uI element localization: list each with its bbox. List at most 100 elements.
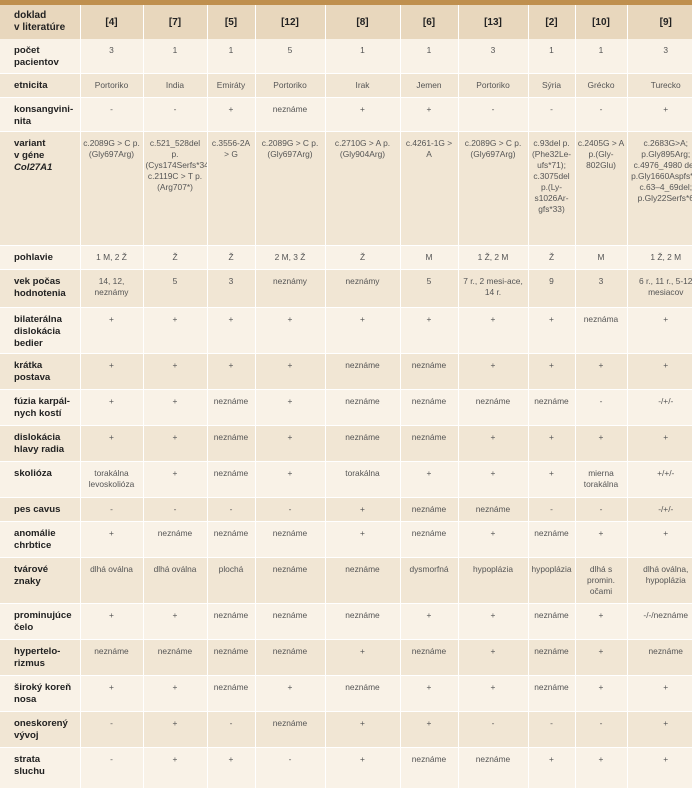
data-cell: Jemen <box>399 73 458 98</box>
data-cell: Portoriko <box>254 73 325 98</box>
row-label-cell: tvárové znaky <box>0 557 80 604</box>
data-cell: - <box>254 497 325 522</box>
header-ref-cell: [10] <box>574 5 627 39</box>
data-cell: + <box>626 97 692 132</box>
data-cell: + <box>206 353 255 390</box>
data-cell: + <box>574 425 627 462</box>
row-label-line: čelo <box>14 621 34 633</box>
data-cell: + <box>324 307 400 354</box>
data-cell: Sýria <box>527 73 575 98</box>
data-cell: - <box>457 711 528 748</box>
data-cell: + <box>142 603 207 640</box>
row-label-cell: počet pacientov <box>0 39 80 74</box>
row-label-line: nosa <box>14 693 37 705</box>
data-cell: 1 <box>324 39 400 74</box>
header-ref-cell: [7] <box>142 5 207 39</box>
data-cell: + <box>626 711 692 748</box>
row-label-line: dislokácia <box>14 325 61 337</box>
data-cell: + <box>457 603 528 640</box>
data-cell: neznáme <box>399 353 458 390</box>
table-row: etnicita Portoriko India Emiráty Portoriko Ir… <box>0 73 692 98</box>
data-cell: plochá <box>206 557 255 604</box>
data-cell: + <box>626 521 692 558</box>
header-ref-cell: [8] <box>324 5 400 39</box>
header-ref-cell: [6] <box>399 5 458 39</box>
row-label-cell: strata sluchu <box>0 747 80 789</box>
header-ref-cell: [12] <box>254 5 325 39</box>
row-label-cell: oneskorený vývoj <box>0 711 80 748</box>
table-row: strata sluchu - + + - + neznáme neznáme + + + <box>0 747 692 789</box>
data-cell: neznáme <box>399 497 458 522</box>
data-cell: + <box>527 747 575 789</box>
data-cell: - <box>527 97 575 132</box>
data-cell: c.2683G>A; p.Gly895Arg; c.4976_4980 del;… <box>626 131 692 246</box>
data-cell: neznáme <box>527 675 575 712</box>
row-label-line: dislokácia <box>14 431 61 443</box>
data-cell: + <box>626 353 692 390</box>
data-cell: + <box>79 675 143 712</box>
row-label-line: bilaterálna <box>14 313 62 325</box>
table-row: anomálie chrbtice + neznáme neznáme neznáme + n… <box>0 521 692 558</box>
data-cell: Ž <box>324 245 400 270</box>
header-ref-cell: [13] <box>457 5 528 39</box>
data-cell: + <box>527 461 575 498</box>
data-cell: + <box>574 603 627 640</box>
table-row: skolióza torakálna levoskolióza + neznáme + t… <box>0 461 692 498</box>
data-cell: neznáme <box>626 639 692 676</box>
data-cell: - <box>527 711 575 748</box>
data-cell: neznáme <box>254 603 325 640</box>
data-cell: torakálna levoskolióza <box>79 461 143 498</box>
row-label-line: počet <box>14 45 40 56</box>
data-cell: + <box>142 461 207 498</box>
data-cell: - <box>574 497 627 522</box>
data-cell: c.4261-1G > A <box>399 131 458 246</box>
row-label-line: konsangvini- <box>14 103 74 115</box>
data-cell: 14, 12, neznámy <box>79 269 143 308</box>
data-cell: 1 <box>206 39 255 74</box>
row-label-cell: konsangvini-nita <box>0 97 80 132</box>
row-label-line: strata <box>14 753 41 765</box>
data-cell: neznáme <box>206 639 255 676</box>
data-cell: neznáma <box>574 307 627 354</box>
header-row: doklad v literatúre [4] [7] [5] [12] [8] [6][… <box>0 5 692 39</box>
row-label-line: hlavy radia <box>14 443 65 455</box>
data-cell: + <box>626 747 692 789</box>
data-cell: dlhá oválna, hypoplázia <box>626 557 692 604</box>
data-cell: Portoriko <box>79 73 143 98</box>
row-label-line: znaky <box>14 575 41 587</box>
table-row: bilaterálna dislokácia bedier + + + + + + + + nezná… <box>0 307 692 354</box>
data-cell: M <box>574 245 627 270</box>
data-cell: - <box>142 497 207 522</box>
row-label-line: fúzia karpál- <box>14 395 70 407</box>
data-cell: - <box>206 711 255 748</box>
data-cell: neznáme <box>324 557 400 604</box>
data-cell: - <box>79 497 143 522</box>
data-cell: -/-/neznáme <box>626 603 692 640</box>
data-cell: + <box>399 711 458 748</box>
row-label-line: bedier <box>14 337 43 349</box>
data-cell: + <box>142 711 207 748</box>
data-cell: neznáme <box>324 603 400 640</box>
data-cell: c.521_528del p. (Cys174Serfs*34); c.2119… <box>142 131 207 246</box>
header-label-cell: doklad v literatúre <box>0 5 80 39</box>
data-cell: + <box>324 639 400 676</box>
data-cell: + <box>254 425 325 462</box>
data-cell: + <box>142 675 207 712</box>
row-label-line: postava <box>14 371 51 383</box>
data-cell: 3 <box>206 269 255 308</box>
table-row: pes cavus - - - - + neznáme neznáme - - -/+/- <box>0 497 692 522</box>
data-cell: neznáme <box>79 639 143 676</box>
table-row: krátka postava + + + + neznáme neznáme + + + + <box>0 353 692 390</box>
data-cell: neznáme <box>399 521 458 558</box>
table-row: tvárové znaky dlhá oválna dlhá oválna plochá… <box>0 557 692 604</box>
data-cell: 2 M, 3 Ž <box>254 245 325 270</box>
row-label-line: prominujúce <box>14 609 72 621</box>
data-cell: + <box>527 425 575 462</box>
data-cell: neznáme <box>399 389 458 426</box>
row-label-line: oneskorený <box>14 717 68 729</box>
data-cell: Ž <box>527 245 575 270</box>
header-ref-cell: [2] <box>527 5 575 39</box>
data-cell: +/+/- <box>626 461 692 498</box>
row-label-line: skolióza <box>14 467 52 479</box>
header-ref-cell: [4] <box>79 5 143 39</box>
